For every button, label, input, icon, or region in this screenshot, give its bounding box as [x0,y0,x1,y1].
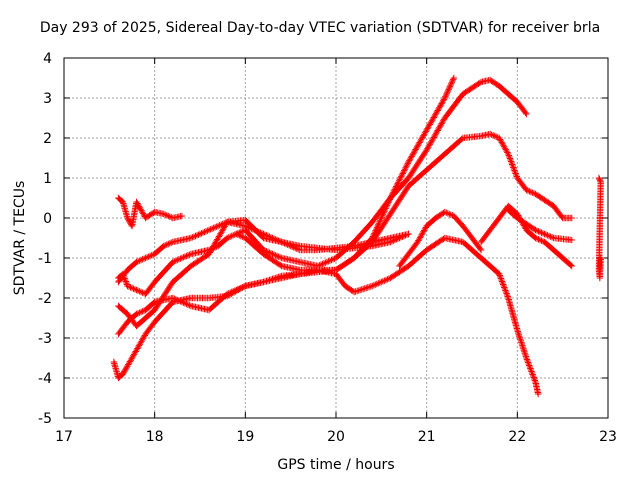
series-arc-11 [595,174,604,282]
data-point-markers [115,194,186,230]
y-tick-label: -1 [38,251,52,267]
y-tick-label: -5 [38,411,52,427]
data-point-markers [115,218,412,286]
grid-lines [64,58,608,418]
y-tick-label: 3 [43,91,52,107]
series-arc-10 [505,206,575,244]
data-point-markers [595,174,604,282]
series-arc-2 [110,74,458,382]
x-tick-label: 23 [599,429,617,445]
y-tick-label: -2 [38,291,52,307]
series-arc-7 [233,230,542,398]
data-point-markers [115,130,575,338]
y-tick-label: -4 [38,371,52,387]
x-tick-label: 18 [146,429,164,445]
data-point-markers [233,230,542,398]
x-tick-label: 19 [236,429,254,445]
series-arc-3 [115,76,530,298]
y-tick-label: 1 [43,171,52,187]
data-point-markers [505,206,575,244]
series-arc-4 [115,130,575,338]
data-point-markers [115,76,530,298]
series-arc-1 [115,194,186,230]
y-tick-label: 2 [43,131,52,147]
series-arc-6 [115,218,412,286]
y-tick-label: -3 [38,331,52,347]
y-axis-label: SDTVAR / TECUs [12,180,28,296]
y-tick-label: 0 [43,211,52,227]
y-tick-label: 4 [43,51,52,67]
series-arc-8 [396,208,485,270]
x-tick-label: 20 [327,429,345,445]
data-marks [110,74,604,398]
x-tick-label: 22 [508,429,526,445]
x-tick-label: 17 [55,429,73,445]
data-point-markers [396,208,485,270]
x-axis-label: GPS time / hours [277,457,395,473]
data-point-markers [110,74,458,382]
x-tick-label: 21 [418,429,436,445]
chart-title: Day 293 of 2025, Sidereal Day-to-day VTE… [39,20,601,36]
